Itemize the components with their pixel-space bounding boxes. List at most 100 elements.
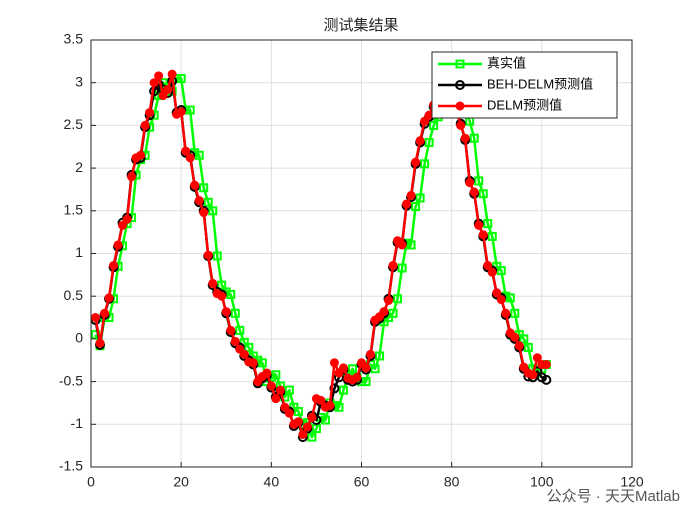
point [352, 372, 362, 382]
point [109, 260, 119, 270]
point [293, 406, 303, 416]
point [456, 120, 466, 130]
point [532, 353, 542, 363]
legend-marker [455, 59, 465, 69]
point [194, 150, 204, 160]
watermark: 公众号 · 天天Matlab [547, 488, 680, 505]
point [118, 220, 128, 230]
point [176, 73, 186, 83]
point [230, 336, 240, 346]
point [347, 364, 357, 374]
point [145, 108, 155, 118]
point [397, 240, 407, 250]
point [307, 432, 317, 442]
point [248, 358, 258, 368]
point [329, 383, 340, 394]
point [136, 150, 146, 160]
point [501, 308, 511, 318]
point [474, 176, 484, 186]
point [181, 146, 191, 156]
x-tick-label: 80 [444, 474, 460, 490]
point [541, 374, 552, 385]
series [91, 69, 551, 440]
point [483, 260, 493, 270]
point [388, 308, 398, 318]
point [158, 91, 168, 101]
point [257, 358, 267, 368]
point [420, 159, 430, 169]
point [185, 105, 195, 115]
point [271, 394, 281, 404]
point [492, 288, 502, 298]
point [167, 69, 177, 79]
point [338, 385, 348, 395]
point [230, 308, 240, 318]
point [469, 187, 479, 197]
point [397, 263, 407, 273]
point [226, 289, 236, 299]
point [514, 341, 524, 351]
point [298, 430, 308, 440]
point [208, 278, 218, 288]
point [266, 381, 276, 391]
x-tick-label: 20 [173, 474, 189, 490]
point [100, 308, 110, 318]
point [244, 342, 254, 352]
point [154, 71, 164, 81]
point [361, 363, 371, 373]
point [91, 313, 101, 323]
point [370, 364, 380, 374]
point [302, 422, 312, 432]
point [217, 291, 227, 301]
y-tick-label: 3.5 [64, 31, 84, 47]
y-tick-label: 1 [75, 244, 83, 260]
point [338, 363, 348, 373]
point [496, 266, 506, 276]
point [235, 325, 245, 335]
point [496, 295, 506, 305]
point [311, 424, 321, 434]
point [275, 385, 285, 395]
point [163, 85, 173, 95]
point [510, 332, 520, 342]
y-tick-label: -1.5 [59, 458, 83, 474]
point [487, 231, 497, 241]
point [316, 395, 326, 405]
point [284, 385, 294, 395]
point [95, 338, 105, 348]
point [284, 408, 294, 418]
x-tick-label: 0 [87, 474, 95, 490]
point [199, 183, 209, 193]
point [194, 196, 204, 206]
point [149, 78, 159, 88]
point [388, 260, 398, 270]
point [217, 280, 227, 290]
point [411, 157, 421, 167]
legend-marker [455, 80, 465, 90]
point [523, 342, 533, 352]
point [541, 360, 551, 370]
point [415, 193, 425, 203]
point [176, 107, 186, 117]
point [361, 377, 371, 387]
point [420, 116, 430, 126]
point [280, 402, 290, 412]
point [406, 190, 416, 200]
point [239, 349, 249, 359]
point [465, 178, 475, 188]
point [384, 295, 394, 305]
point [519, 362, 529, 372]
point [185, 153, 195, 163]
y-tick-label: 0.5 [64, 287, 84, 303]
point [429, 120, 439, 130]
ticks: 0 20 40 60 80 100 120 -1.5 -1 -0.5 0 0.5 1 1.5 2 2.5 3 3.… [59, 31, 644, 490]
point [320, 415, 330, 425]
point [415, 136, 425, 146]
y-tick-label: -0.5 [59, 372, 83, 388]
point [104, 293, 114, 303]
point [519, 334, 529, 344]
point [113, 240, 123, 250]
y-tick-label: 1.5 [64, 202, 84, 218]
legend: 真实值 BEH-DELM预测值 DELM预测值 [431, 51, 618, 119]
